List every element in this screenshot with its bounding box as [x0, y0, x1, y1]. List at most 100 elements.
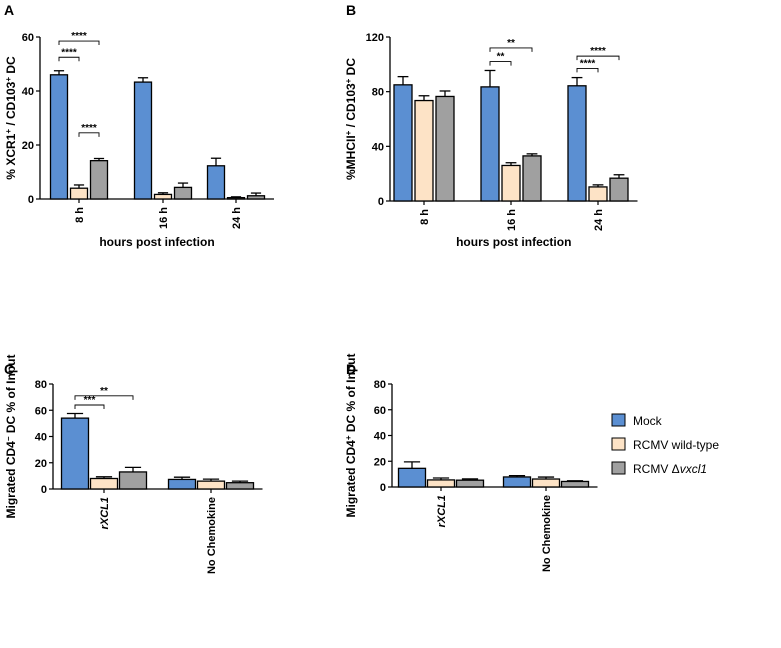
significance-label: **: [497, 52, 505, 63]
y-axis-label-text: %MHCII: [344, 135, 358, 180]
legend: Mock RCMV wild-type RCMV Δvxcl1: [611, 413, 719, 476]
legend-label-deletion: RCMV Δvxcl1: [633, 462, 707, 476]
bar-wildtype: [69, 187, 89, 200]
y-tick-label: 80: [372, 87, 384, 99]
x-tick-label: 8 h: [419, 209, 431, 225]
legend-label-mock: Mock: [633, 414, 663, 428]
bar-deletion: [225, 482, 255, 490]
bar-wildtype: [153, 193, 173, 200]
significance-bracket: [58, 40, 100, 46]
y-axis-label: Migrated CD4− DC % of Input: [4, 354, 19, 518]
significance-bracket: [489, 61, 512, 66]
bar-deletion: [455, 479, 485, 488]
significance-bracket: [78, 132, 100, 137]
y-tick-label: 40: [35, 432, 47, 444]
significance-bracket: [58, 56, 80, 62]
y-tick-label: 0: [378, 196, 384, 208]
bar-wildtype: [414, 99, 434, 202]
bar-mock: [480, 86, 500, 202]
y-tick-label: 60: [374, 405, 386, 417]
bar-deletion: [118, 471, 148, 490]
y-tick-label: 20: [374, 456, 386, 468]
y-axis-label: Migrated CD4+ DC % of Input: [344, 353, 359, 517]
bar-wildtype: [588, 186, 608, 202]
x-tick-label: rXCL1: [436, 495, 448, 527]
significance-label: ****: [81, 123, 97, 134]
significance-bracket: [74, 404, 105, 409]
y-axis-label-text: / CD103: [4, 81, 18, 129]
bar-deletion: [522, 155, 542, 202]
bar-mock: [393, 84, 413, 202]
y-tick-label: 40: [372, 141, 384, 153]
legend-swatch-wildtype: [611, 437, 626, 451]
x-tick-label: rXCL1: [99, 497, 111, 529]
significance-bracket: [74, 395, 134, 400]
y-axis-label-superscript: −: [4, 436, 13, 441]
bar-wildtype: [531, 478, 561, 488]
significance-bracket: [489, 47, 533, 52]
y-tick-label: 0: [380, 482, 386, 494]
y-axis-label-text: Migrated CD4: [4, 441, 18, 519]
x-tick-label: 24 h: [593, 209, 605, 231]
legend-label-italic: vxcl1: [680, 462, 707, 476]
y-tick-label: 20: [22, 140, 34, 152]
bar-mock: [133, 81, 153, 200]
y-tick-label: 80: [374, 379, 386, 391]
y-axis-label-text: / CD103: [344, 83, 358, 131]
y-axis-label-text: DC: [4, 56, 18, 77]
bar-mock: [397, 467, 427, 488]
panel-letter-b: B: [346, 2, 356, 18]
x-axis-label: hours post infection: [456, 235, 571, 249]
legend-label-wildtype: RCMV wild-type: [633, 438, 719, 452]
bar-deletion: [609, 177, 629, 202]
bar-mock: [567, 85, 587, 202]
bar-wildtype: [426, 479, 456, 488]
bar-deletion: [89, 160, 109, 200]
panel-letter-c: C: [4, 361, 14, 377]
x-tick-label: 16 h: [158, 207, 170, 229]
y-axis-label: %MHCII+ / CD103+ DC: [344, 58, 359, 180]
significance-label: ***: [84, 395, 96, 406]
bar-mock: [60, 417, 90, 490]
x-tick-label: 24 h: [231, 207, 243, 229]
y-axis-label-superscript: +: [344, 130, 353, 135]
bar-deletion: [435, 95, 455, 202]
x-tick-label: 8 h: [74, 207, 86, 223]
bar-wildtype: [196, 480, 226, 490]
significance-label: **: [100, 386, 108, 397]
bar-mock: [502, 476, 532, 488]
x-tick-label: No Chemokine: [206, 497, 218, 574]
y-axis-label-superscript: +: [4, 77, 13, 82]
x-axis-label: hours post infection: [99, 235, 214, 249]
y-tick-label: 60: [22, 32, 34, 44]
bar-mock: [49, 74, 69, 200]
panel-letter-a: A: [4, 2, 14, 18]
bar-wildtype: [226, 196, 246, 200]
x-tick-label: No Chemokine: [541, 495, 553, 572]
bar-deletion: [246, 195, 266, 200]
y-axis-label-text: Migrated CD4: [344, 440, 358, 518]
y-tick-label: 40: [22, 86, 34, 98]
legend-swatch-mock: [611, 413, 626, 427]
y-axis-label-text: DC % of Input: [4, 354, 18, 436]
bar-deletion: [173, 186, 193, 200]
x-tick-label: 16 h: [506, 209, 518, 231]
y-axis-label-text: DC % of Input: [344, 353, 358, 435]
bar-deletion: [560, 480, 590, 488]
significance-label: ****: [61, 47, 77, 58]
bar-mock: [206, 165, 226, 200]
y-axis-label-superscript: +: [344, 78, 353, 83]
bar-mock: [167, 478, 197, 490]
y-tick-label: 80: [35, 379, 47, 391]
y-axis-label-superscript: +: [344, 435, 353, 440]
y-tick-label: 20: [35, 458, 47, 470]
bar-wildtype: [89, 477, 119, 490]
y-axis-label: % XCR1+ / CD103+ DC: [4, 56, 19, 180]
chart-panel-d: 0 20 40 60 80 Migrated CD4+ DC % of Input rXCL…: [344, 353, 598, 572]
significance-label: ****: [580, 58, 596, 69]
y-axis-label-superscript: +: [4, 129, 13, 134]
significance-label: ****: [590, 46, 606, 57]
